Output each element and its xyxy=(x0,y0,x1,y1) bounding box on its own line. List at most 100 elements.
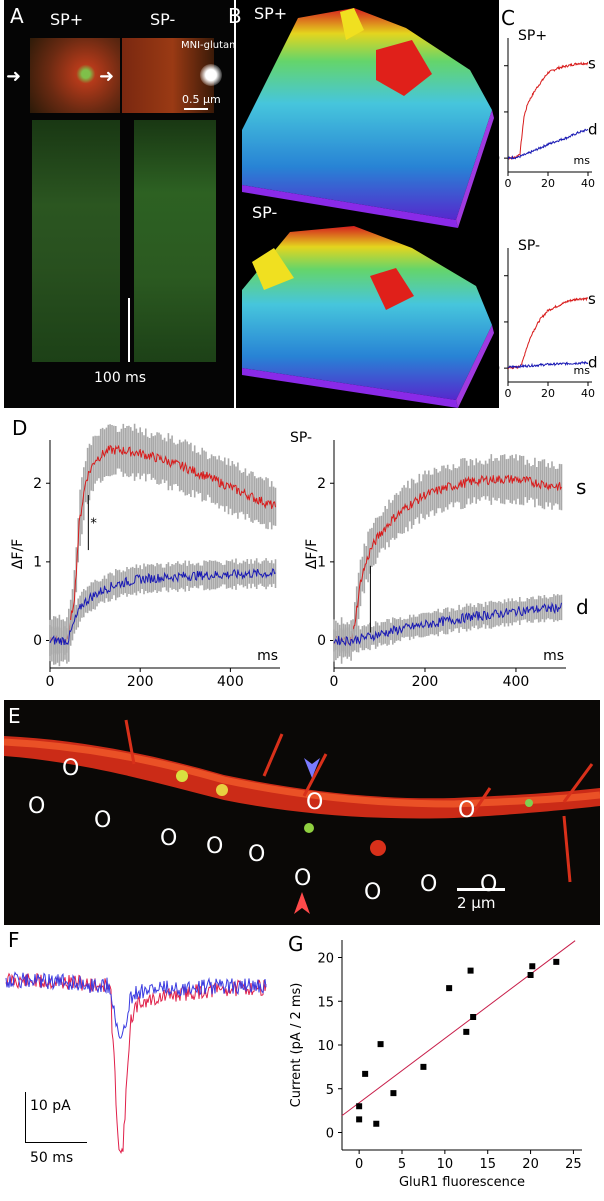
data-point xyxy=(527,972,534,978)
y-tick-label: 2 xyxy=(498,269,500,282)
x-tick-label: 400 xyxy=(217,674,244,690)
x-axis-label: ms xyxy=(257,648,278,664)
x-tick-label: 20 xyxy=(522,1157,539,1172)
x-tick-label: 0 xyxy=(505,387,512,400)
data-point xyxy=(390,1090,397,1097)
x-axis-label: GluR1 fluorescence xyxy=(399,1175,525,1190)
panel-label-f: F xyxy=(8,928,20,952)
x-tick-label: 0 xyxy=(505,177,512,190)
series-line-s xyxy=(49,444,276,646)
data-point xyxy=(467,967,474,974)
panel-label-g: G xyxy=(288,932,304,956)
scale-bar xyxy=(184,108,208,110)
series-line-d xyxy=(507,360,589,370)
data-point xyxy=(373,1120,380,1127)
arrow-icon: ➜ xyxy=(6,66,22,87)
y-tick-label: 1 xyxy=(498,316,500,329)
panel-c-frame xyxy=(498,0,603,408)
data-point xyxy=(470,1014,477,1020)
dendrite-image xyxy=(4,719,600,883)
chart-title: SP- xyxy=(518,238,540,254)
x-tick-label: 200 xyxy=(127,674,154,690)
series-label-s: s xyxy=(588,290,596,308)
glutamate-label: MNI-glutamate xyxy=(181,40,256,51)
data-point xyxy=(529,963,536,970)
horizontal-scale-bar xyxy=(25,1142,87,1143)
x-tick-label: 0 xyxy=(330,674,339,690)
x-axis-label: ms xyxy=(574,364,591,377)
spine-image-sp-plus xyxy=(30,38,120,113)
series-label-d: d xyxy=(576,595,589,619)
surface-plot-sp-plus xyxy=(242,8,494,228)
blue-arrow-icon xyxy=(304,758,320,778)
chart-c-bottom: 02040012msΔF/FSP-sd xyxy=(498,238,598,400)
chart-title: SP- xyxy=(290,430,312,446)
series-line-s xyxy=(507,61,589,160)
time-scale-bar xyxy=(128,298,130,362)
y-tick-label: 2 xyxy=(33,476,42,492)
data-point xyxy=(356,1116,363,1123)
panel-label-b: B xyxy=(228,4,242,28)
scale-bar xyxy=(457,888,505,891)
panel-label-e: E xyxy=(8,704,21,728)
vertical-scale-bar xyxy=(25,1092,26,1142)
panel-e-image xyxy=(4,700,600,925)
x-axis-label: ms xyxy=(543,648,564,664)
sp-minus-title: SP- xyxy=(150,10,176,29)
chart-d-right: 0 200 400 0 1 2 ms ΔF/F SP-s d xyxy=(290,430,589,690)
linescan-sp-minus xyxy=(134,120,216,362)
x-tick-label: 5 xyxy=(398,1157,406,1172)
red-arrow-icon xyxy=(294,892,310,914)
chart-title: SP+ xyxy=(518,28,547,44)
y-tick-label: 0 xyxy=(498,152,500,165)
glutamate-spot xyxy=(200,64,222,86)
panel-label-d: D xyxy=(12,416,28,440)
series-label-s: s xyxy=(576,475,586,499)
series-label-s: s xyxy=(588,54,596,72)
error-bars-s xyxy=(49,423,277,667)
series-label-d: d xyxy=(588,120,598,138)
scale-label-f-time: 50 ms xyxy=(30,1150,74,1166)
data-point xyxy=(362,1070,369,1077)
y-tick-label: 15 xyxy=(317,995,334,1010)
series-line-s xyxy=(507,297,589,370)
chart-f-traces xyxy=(5,971,267,1155)
y-tick-label: 0 xyxy=(317,633,326,649)
y-tick-label: 0 xyxy=(33,633,42,649)
x-tick-label: 0 xyxy=(46,674,55,690)
x-tick-label: 25 xyxy=(565,1157,582,1172)
error-bars-d xyxy=(333,594,563,655)
arrow-icon: ➜ xyxy=(99,66,115,87)
x-tick-label: 40 xyxy=(581,177,595,190)
series-line-d xyxy=(507,128,589,160)
data-point xyxy=(463,1028,470,1035)
regression-line xyxy=(341,940,576,1117)
x-tick-label: 20 xyxy=(541,177,555,190)
series-line-d xyxy=(49,568,276,646)
y-tick-label: 1 xyxy=(498,106,500,119)
trace-spine-plus xyxy=(5,972,267,1155)
scale-label-e: 2 µm xyxy=(457,894,496,912)
y-tick-label: 2 xyxy=(498,59,500,72)
y-tick-label: 2 xyxy=(317,476,326,492)
data-point xyxy=(377,1041,384,1048)
x-axis-label: ms xyxy=(574,154,591,167)
surface-label-sp-plus: SP+ xyxy=(254,4,288,23)
y-tick-label: 1 xyxy=(317,555,326,571)
data-point xyxy=(356,1103,363,1110)
time-scale-label: 100 ms xyxy=(94,370,147,386)
y-axis-label: Current (pA / 2 ms) xyxy=(289,983,304,1108)
x-tick-label: 20 xyxy=(541,387,555,400)
x-tick-label: 40 xyxy=(581,387,595,400)
trace-spine-minus xyxy=(5,971,267,1039)
scale-label-a: 0.5 µm xyxy=(182,93,221,106)
x-tick-label: 200 xyxy=(412,674,439,690)
series-label-d: d xyxy=(588,354,598,372)
series-line-s xyxy=(333,474,562,647)
panel-label-a-overlay: A xyxy=(10,4,24,28)
series-line-d xyxy=(333,601,562,647)
linescan-sp-plus xyxy=(32,120,120,362)
scale-label-f-current: 10 pA xyxy=(30,1098,71,1114)
significance-star: * xyxy=(90,517,97,532)
